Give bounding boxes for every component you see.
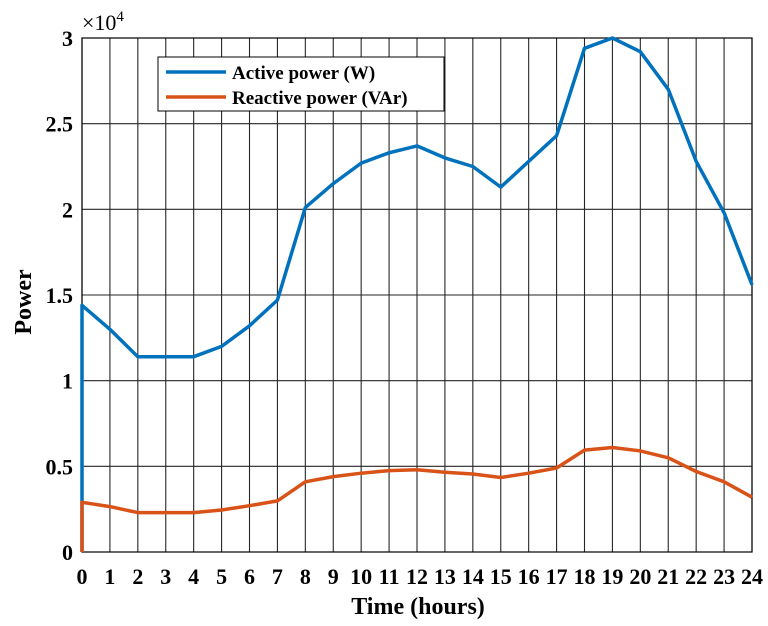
legend-label-active: Active power (W)	[232, 63, 375, 84]
x-tick-label: 7	[272, 564, 283, 589]
legend-box	[157, 56, 445, 112]
series-line-1	[80, 445, 753, 552]
x-tick-label: 24	[741, 564, 763, 589]
y-tick-label: 2.5	[46, 112, 74, 137]
x-tick-label: 18	[574, 564, 596, 589]
y-tick-label: 1	[62, 369, 73, 394]
y-tick-label: 1.5	[46, 283, 74, 308]
x-tick-label: 21	[657, 564, 679, 589]
series-line-0	[80, 36, 754, 552]
x-tick-label: 20	[629, 564, 651, 589]
x-axis-title: Time (hours)	[351, 594, 485, 620]
x-tick-label: 12	[406, 564, 428, 589]
y-tick-labels: 0 0.5 1 1.5 2 2.5 3	[46, 26, 74, 565]
y-tick-label: 0	[62, 540, 73, 565]
x-tick-label: 16	[518, 564, 540, 589]
x-tick-label: 9	[328, 564, 339, 589]
x-tick-label: 1	[104, 564, 115, 589]
x-tick-label: 3	[160, 564, 171, 589]
x-tick-label: 10	[350, 564, 372, 589]
x-tick-label: 8	[300, 564, 311, 589]
plot-frame	[81, 37, 753, 553]
x-tick-label: 22	[685, 564, 707, 589]
x-tick-label: 17	[546, 564, 568, 589]
y-multiplier: ×104	[82, 9, 124, 35]
x-tick-label: 14	[462, 564, 484, 589]
x-tick-label: 2	[132, 564, 143, 589]
x-tick-labels: 0 1 2 3 4 5 6 7 8 9 10 11 12 13 14 15 16 17 18 19 20 21 22 23 24	[77, 564, 764, 589]
y-gridlines	[82, 37, 752, 553]
x-tick-label: 19	[601, 564, 623, 589]
x-tick-label: 0	[77, 564, 88, 589]
y-tick-label: 0.5	[46, 454, 74, 479]
y-axis-title: Power	[11, 269, 37, 335]
x-tick-label: 23	[713, 564, 735, 589]
x-tick-label: 4	[188, 564, 199, 589]
x-tick-label: 5	[216, 564, 227, 589]
x-tick-label: 11	[379, 564, 400, 589]
x-tick-label: 6	[244, 564, 255, 589]
series-layer	[80, 36, 754, 552]
x-tick-label: 15	[490, 564, 512, 589]
y-tick-label: 2	[62, 197, 73, 222]
y-tick-label: 3	[62, 26, 73, 51]
legend-label-reactive: Reactive power (VAr)	[232, 88, 408, 109]
legend: Active power (W) Reactive power (VAr)	[157, 56, 445, 112]
x-tick-label: 13	[434, 564, 456, 589]
